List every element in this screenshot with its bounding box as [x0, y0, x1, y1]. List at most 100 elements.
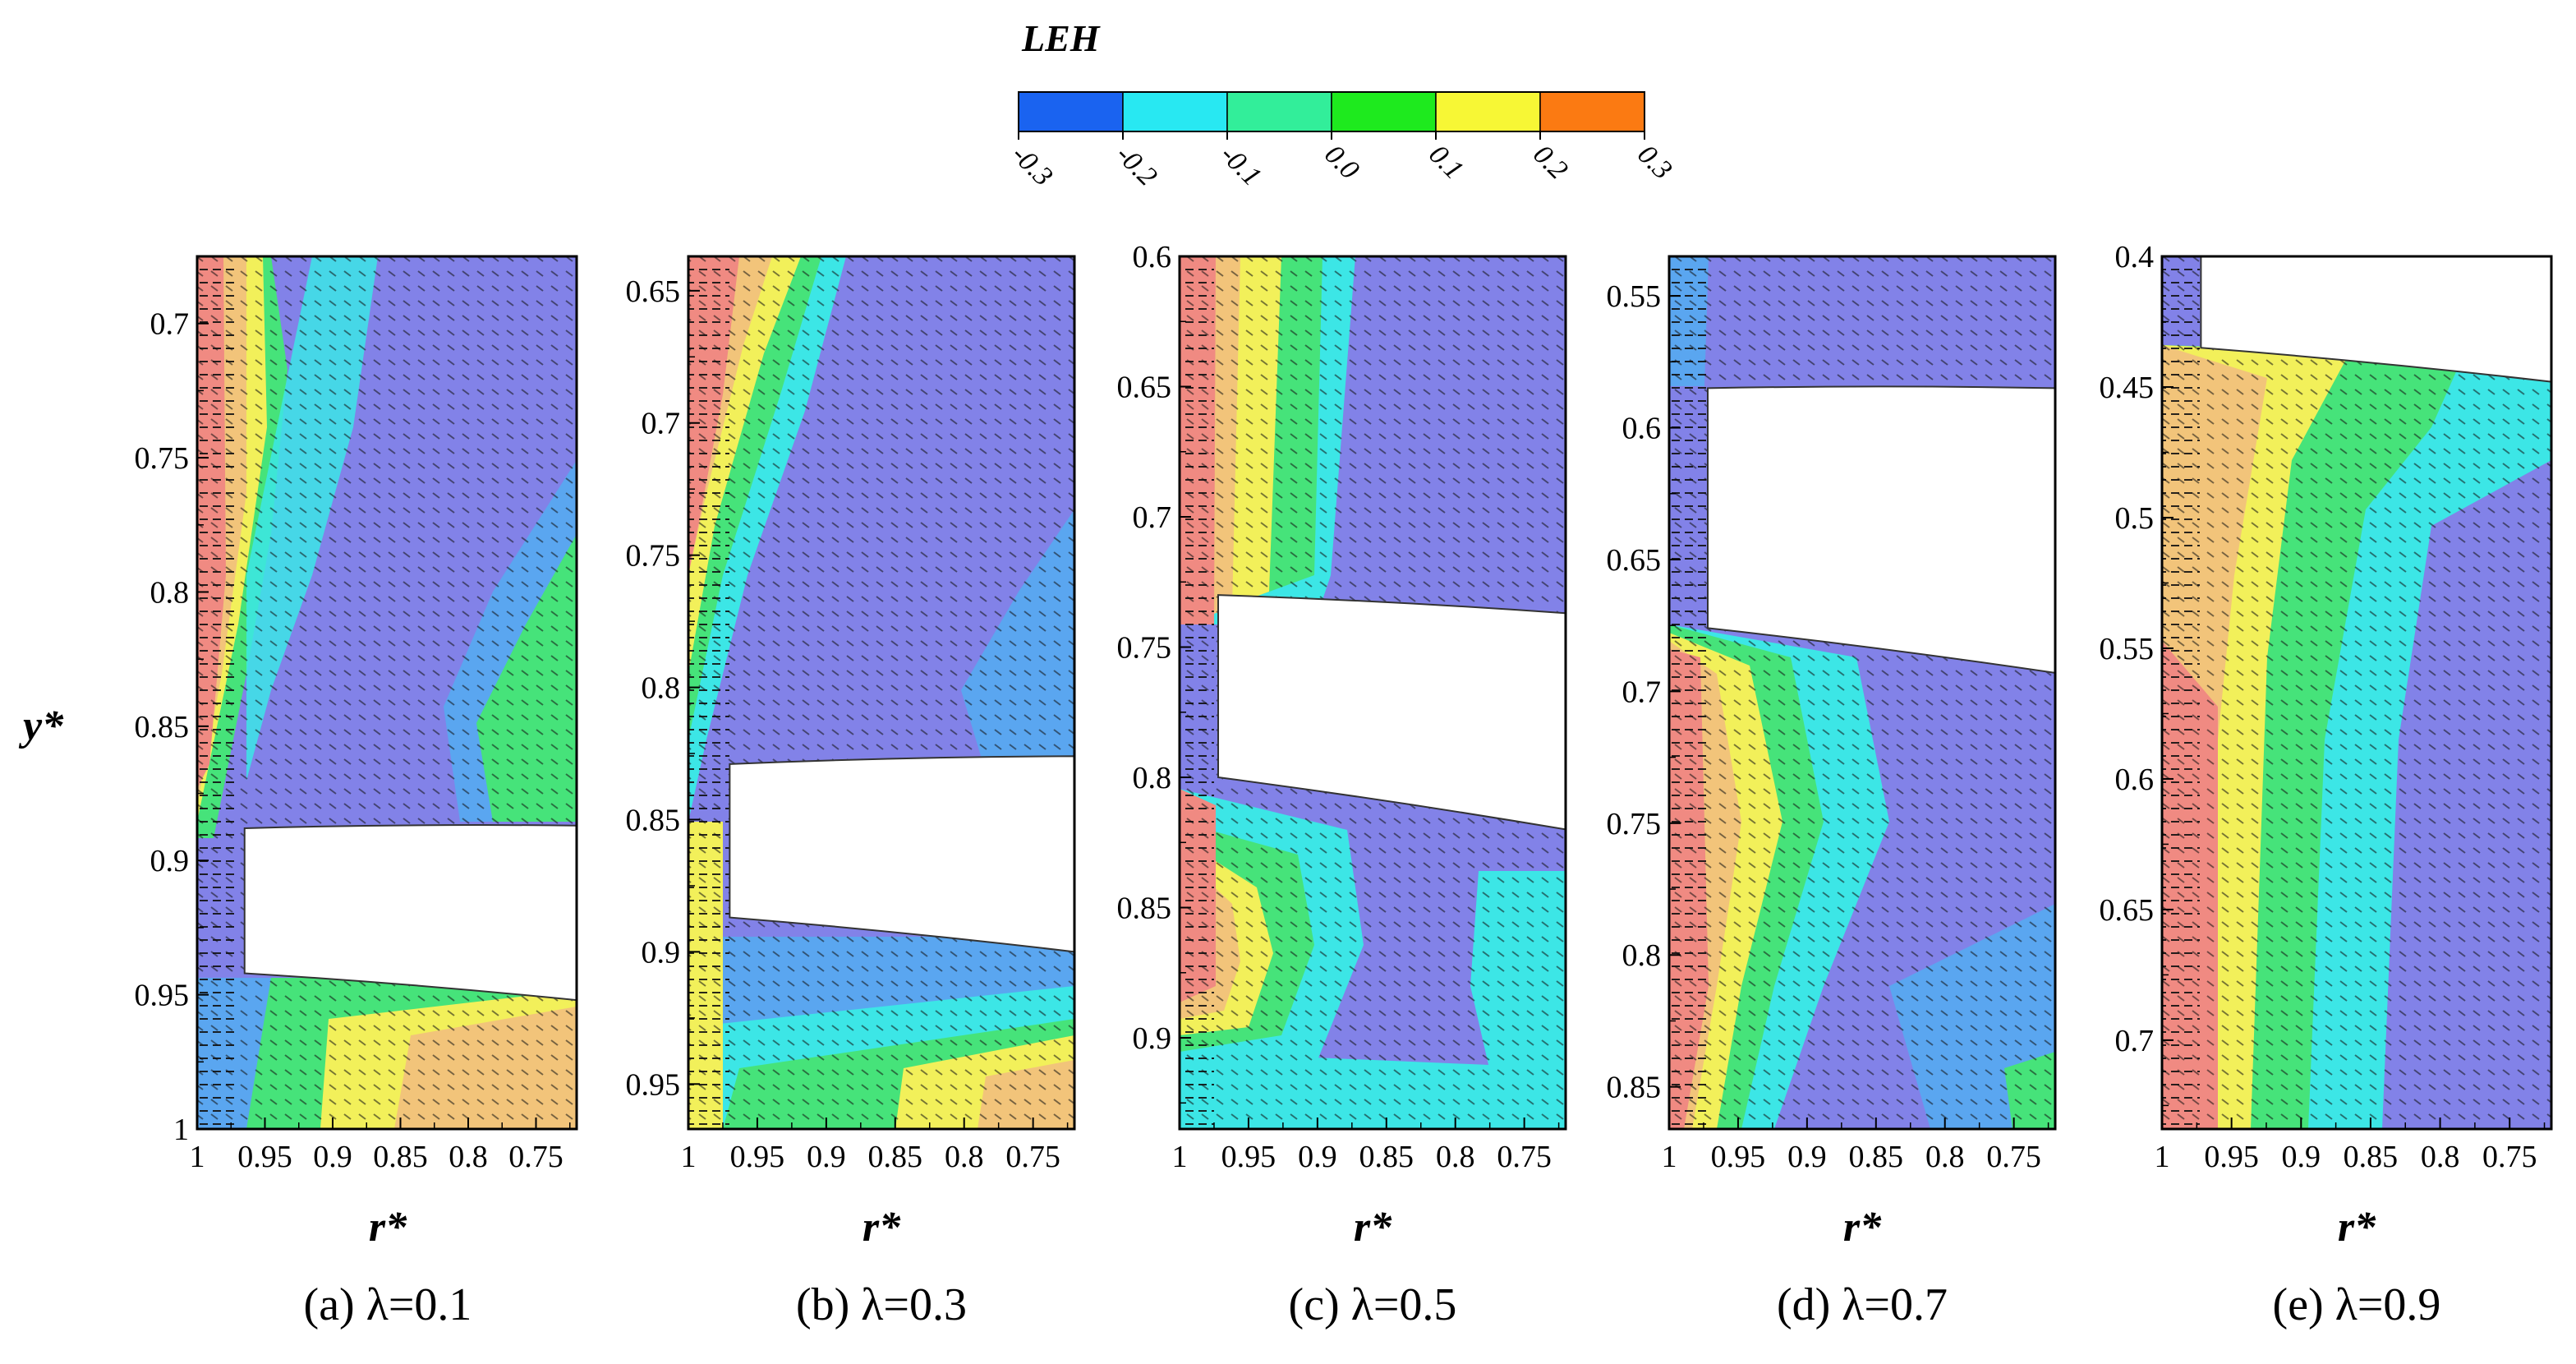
x-tick-label: 1 — [681, 1140, 697, 1174]
x-tick-label: 1 — [190, 1140, 205, 1174]
x-tick-label: 1 — [2155, 1140, 2170, 1174]
panel-d-field — [1669, 256, 2055, 1129]
panel-c: 1 0.95 0.9 0.85 0.8 0.75 0.6 0.65 0.7 0.75 0.8 0.85… — [1117, 240, 1567, 1330]
panel-d-caption: (d) λ=0.7 — [1777, 1279, 1948, 1330]
y-tick-label: 0.7 — [1622, 675, 1662, 709]
panel-e-field — [2162, 256, 2551, 1129]
x-tick-label: 0.8 — [448, 1140, 488, 1174]
y-tick-label: 0.6 — [1622, 412, 1662, 446]
colorbar-tick-label: 0.3 — [1631, 139, 1677, 185]
panel-c-caption: (c) λ=0.5 — [1289, 1279, 1457, 1330]
panel-d: 1 0.95 0.9 0.85 0.8 0.75 0.55 0.6 0.65 0.7 0.75 0.8… — [1607, 255, 2057, 1330]
x-tick-label: 0.95 — [730, 1140, 785, 1174]
y-tick-label: 0.55 — [2100, 632, 2155, 666]
panel-a: 1 0.95 0.9 0.85 0.8 0.75 0.7 0.75 0.8 0.85 0.9 0.95… — [135, 255, 578, 1330]
x-tick-label: 0.85 — [868, 1140, 923, 1174]
colorbar-tick-label: 0.1 — [1423, 139, 1469, 185]
y-tick-label: 0.7 — [1133, 500, 1172, 535]
y-tick-label: 0.8 — [150, 575, 190, 610]
y-tick-label: 1 — [173, 1113, 189, 1147]
y-tick-label: 0.8 — [642, 671, 681, 706]
y-tick-label: 0.85 — [626, 803, 681, 837]
x-tick-label: 0.9 — [807, 1140, 846, 1174]
colorbar-tick-label: -0.1 — [1214, 139, 1267, 191]
y-tick-label: 0.65 — [1117, 371, 1172, 405]
bubble-region — [1217, 594, 1566, 831]
y-tick-label: 0.75 — [1607, 807, 1662, 841]
y-tick-label: 0.95 — [626, 1067, 681, 1102]
panel-b-xlabel: r* — [862, 1204, 901, 1251]
x-tick-label: 0.95 — [1221, 1140, 1276, 1174]
x-tick-label: 0.8 — [1925, 1140, 1965, 1174]
x-tick-label: 0.9 — [2282, 1140, 2321, 1174]
colorbar-swatch — [1226, 91, 1332, 132]
y-tick-label: 0.85 — [1117, 892, 1172, 926]
x-tick-label: 0.8 — [2421, 1140, 2460, 1174]
x-tick-label: 0.8 — [945, 1140, 984, 1174]
y-tick-label: 0.7 — [2115, 1024, 2155, 1058]
bubble-region — [2200, 256, 2551, 383]
x-tick-label: 0.75 — [1986, 1140, 2041, 1174]
bubble-region — [1707, 385, 2055, 674]
panel-c-field — [1180, 256, 1566, 1129]
y-tick-label: 0.85 — [1607, 1071, 1662, 1105]
x-tick-label: 1 — [1172, 1140, 1188, 1174]
x-tick-label: 0.85 — [1849, 1140, 1904, 1174]
x-tick-label: 0.75 — [508, 1140, 564, 1174]
y-tick-label: 0.75 — [626, 539, 681, 574]
y-tick-label: 0.45 — [2100, 371, 2155, 405]
panel-e: 1 0.95 0.9 0.85 0.8 0.75 0.4 0.45 0.5 0.55 0.6 0.65… — [2100, 240, 2553, 1330]
colorbar-swatch — [1435, 91, 1541, 132]
y-tick-label: 0.5 — [2115, 501, 2155, 536]
colorbar-tick-label: 0.2 — [1527, 139, 1573, 185]
y-tick-label: 0.9 — [150, 844, 190, 878]
colorbar-tick-label: 0.0 — [1318, 139, 1364, 185]
panel-b-caption: (b) λ=0.3 — [796, 1279, 967, 1330]
y-tick-label: 0.65 — [1607, 543, 1662, 578]
y-axis-label: y* — [18, 703, 64, 749]
x-tick-label: 0.85 — [373, 1140, 428, 1174]
bubble-region — [243, 824, 577, 1002]
y-tick-label: 0.75 — [1117, 631, 1172, 666]
y-tick-label: 0.4 — [2115, 240, 2155, 274]
y-tick-label: 0.9 — [642, 935, 681, 970]
colorbar-swatch — [1539, 91, 1645, 132]
panel-a-caption: (a) λ=0.1 — [304, 1279, 472, 1330]
panel-e-caption: (e) λ=0.9 — [2273, 1279, 2441, 1330]
panel-b: 1 0.95 0.9 0.85 0.8 0.75 0.65 0.7 0.75 0.8 0.85 0.9… — [626, 255, 1076, 1330]
panel-a-field — [197, 256, 577, 1129]
x-tick-label: 0.75 — [1497, 1140, 1552, 1174]
x-tick-label: 0.8 — [1436, 1140, 1475, 1174]
colorbar-swatch — [1018, 91, 1124, 132]
y-tick-label: 0.55 — [1607, 279, 1662, 314]
colorbar: LEH -0.3 -0.2 -0.1 0.0 0.1 0.2 0.3 — [1005, 17, 1677, 192]
y-tick-label: 0.95 — [135, 979, 190, 1013]
x-tick-label: 0.95 — [2204, 1140, 2259, 1174]
y-tick-label: 0.7 — [642, 407, 681, 441]
y-tick-label: 0.7 — [150, 307, 190, 342]
x-tick-label: 0.9 — [1787, 1140, 1827, 1174]
y-tick-label: 0.8 — [1133, 761, 1172, 795]
x-tick-label: 0.85 — [1359, 1140, 1414, 1174]
y-tick-label: 0.8 — [1622, 938, 1662, 973]
x-tick-label: 0.9 — [313, 1140, 352, 1174]
x-tick-label: 0.95 — [1711, 1140, 1766, 1174]
y-tick-label: 0.65 — [2100, 893, 2155, 928]
panel-a-xlabel: r* — [369, 1204, 407, 1251]
colorbar-tick-label: -0.2 — [1110, 139, 1162, 191]
y-tick-label: 0.6 — [2115, 763, 2155, 797]
y-tick-label: 0.65 — [626, 274, 681, 309]
y-tick-label: 0.9 — [1133, 1021, 1172, 1056]
panel-c-xlabel: r* — [1354, 1204, 1392, 1251]
x-tick-label: 0.85 — [2344, 1140, 2399, 1174]
y-tick-label: 0.6 — [1133, 240, 1172, 274]
x-tick-label: 1 — [1662, 1140, 1677, 1174]
colorbar-swatch — [1331, 91, 1437, 132]
colorbar-tick-label: -0.3 — [1005, 139, 1058, 191]
y-tick-label: 0.75 — [135, 441, 190, 476]
panel-d-xlabel: r* — [1843, 1204, 1882, 1251]
panel-b-field — [688, 256, 1074, 1129]
colorbar-title: LEH — [1021, 17, 1101, 59]
x-tick-label: 0.75 — [1005, 1140, 1060, 1174]
